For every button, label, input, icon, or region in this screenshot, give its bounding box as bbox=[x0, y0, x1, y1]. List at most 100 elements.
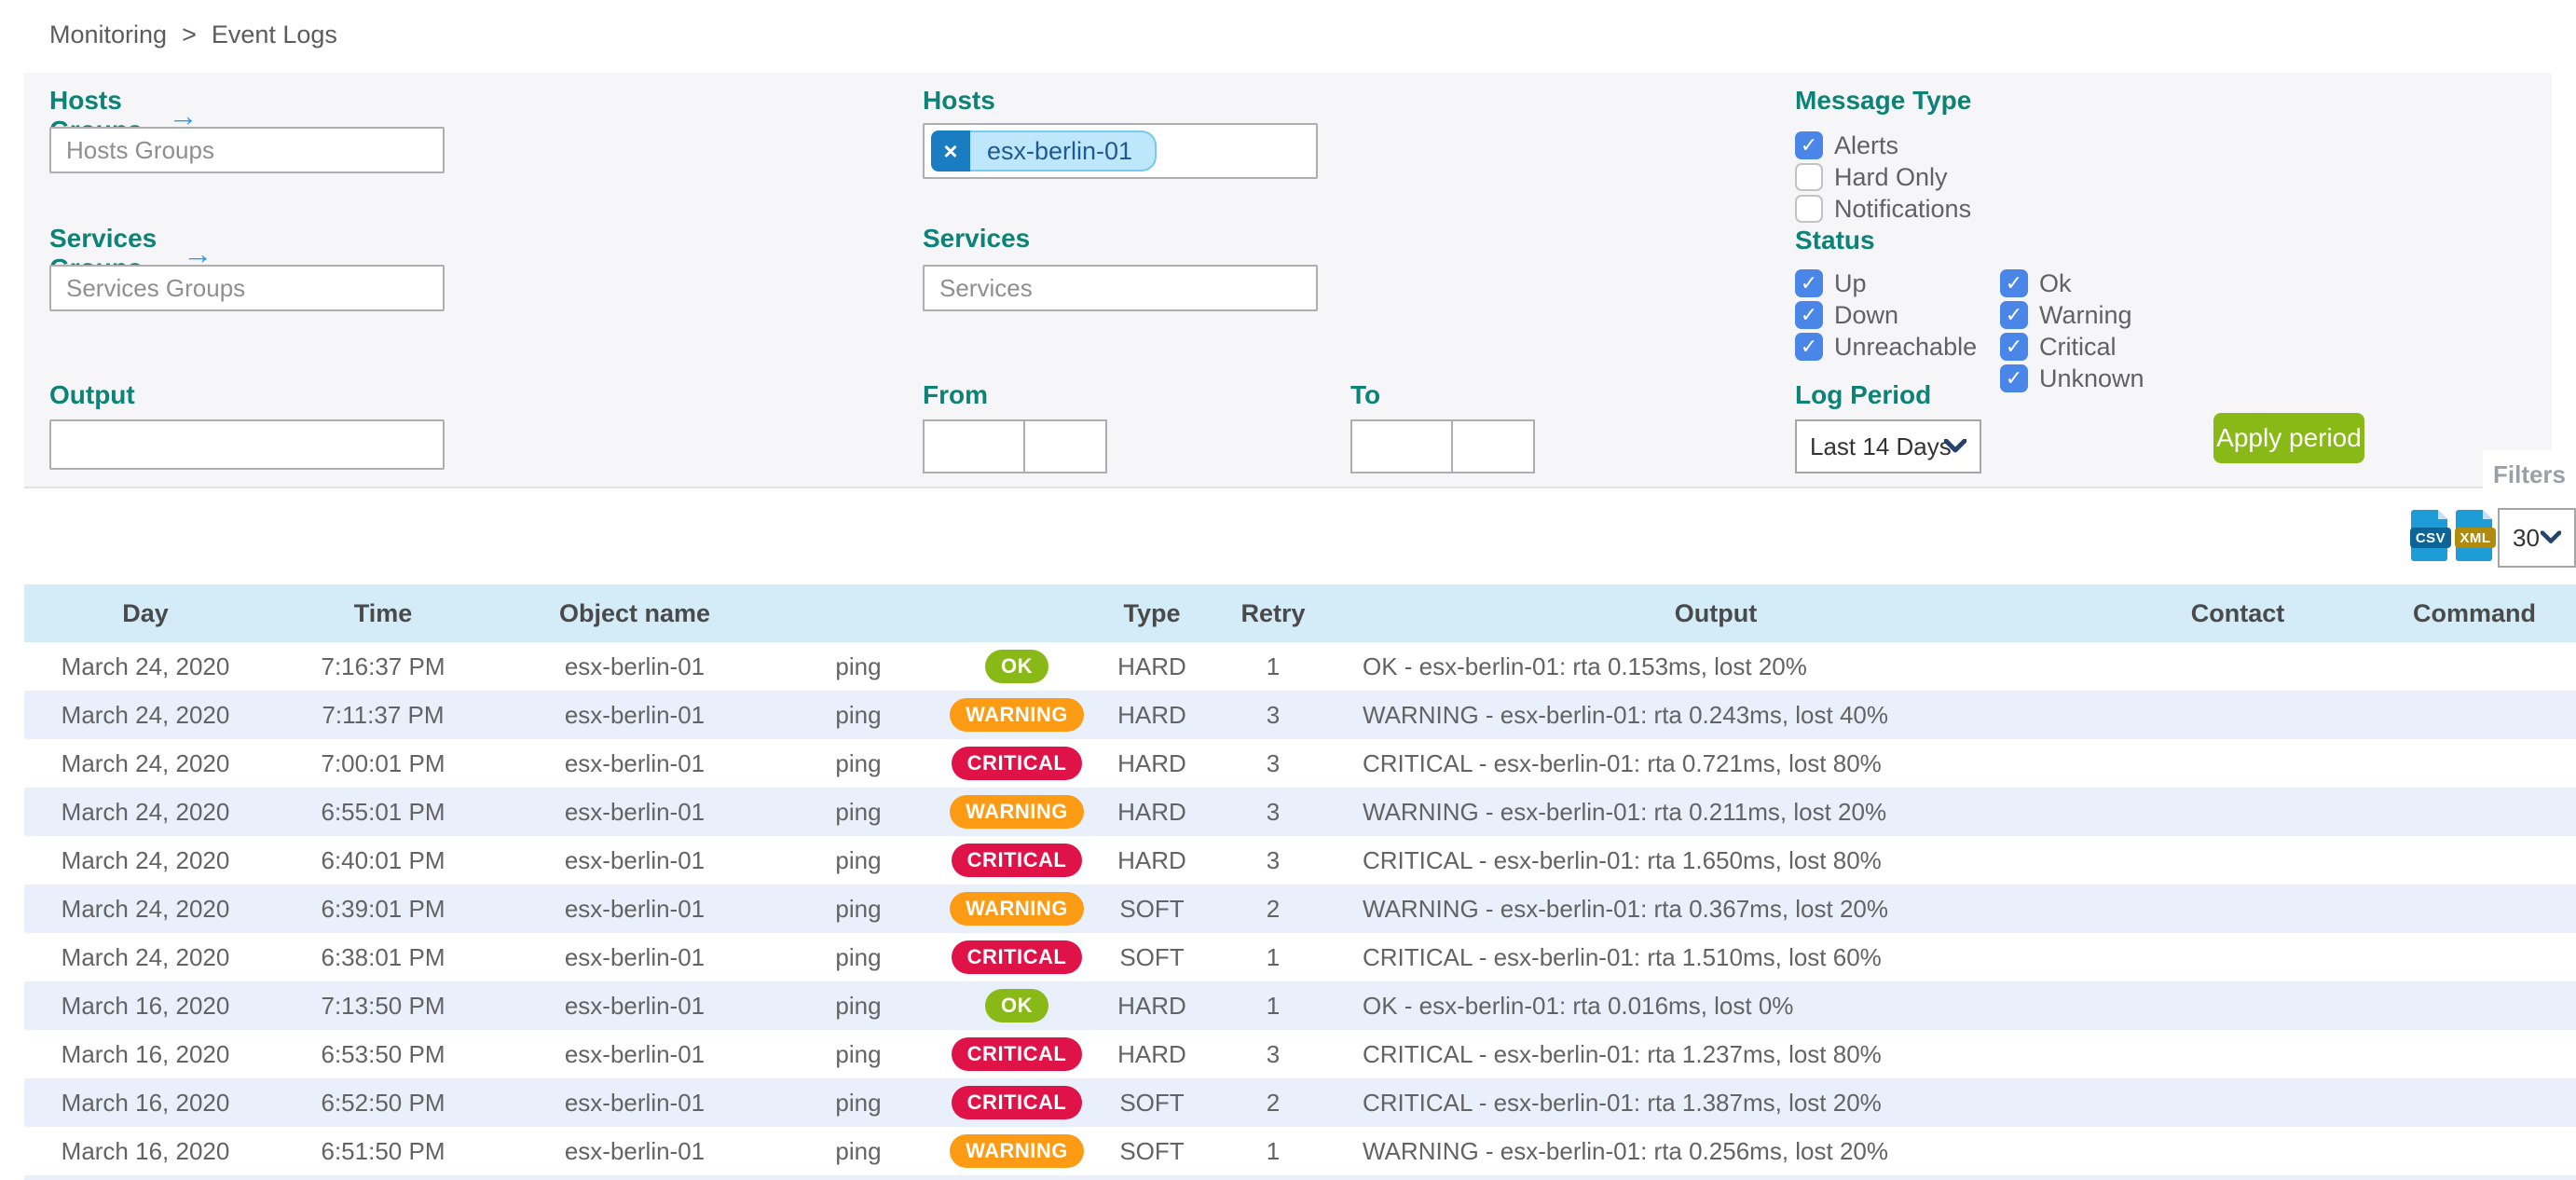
cell-contact bbox=[2103, 933, 2373, 981]
status-group-service: ✓ Ok ✓ Warning ✓ Critical ✓ Unknown bbox=[2000, 268, 2144, 395]
export-csv-button[interactable]: CSV bbox=[2410, 508, 2451, 562]
cell-type: HARD bbox=[1117, 1039, 1186, 1068]
log-period-select[interactable]: Last 14 Days bbox=[1797, 421, 1980, 472]
cell-object-name: esx-berlin-01 bbox=[564, 700, 706, 729]
cell-type: SOFT bbox=[1119, 942, 1185, 971]
status-badge: CRITICAL bbox=[951, 1086, 1083, 1119]
checkbox-option[interactable]: ✓ Ok bbox=[2000, 268, 2144, 298]
status-group-host: ✓ Up ✓ Down ✓ Unreachable bbox=[1795, 268, 1977, 364]
cell-check-type: ping bbox=[835, 991, 882, 1020]
cell-command bbox=[2373, 691, 2576, 739]
header-type[interactable]: Type bbox=[1123, 598, 1181, 627]
header-day[interactable]: Day bbox=[122, 598, 169, 627]
status-label: Status bbox=[1795, 226, 1875, 254]
cell-day: March 24, 2020 bbox=[61, 894, 230, 923]
checkbox-option[interactable]: ✓ Unknown bbox=[2000, 364, 2144, 393]
to-time-input[interactable] bbox=[1453, 419, 1535, 473]
checkbox[interactable] bbox=[1795, 163, 1823, 191]
checkbox[interactable]: ✓ bbox=[1795, 131, 1823, 159]
checkbox-option[interactable]: ✓ Critical bbox=[2000, 332, 2144, 362]
cell-contact bbox=[2103, 1078, 2373, 1127]
cell-output: OK - esx-berlin-01: rta 0.153ms, lost 20… bbox=[1363, 652, 1807, 680]
status-badge: WARNING bbox=[950, 698, 1084, 732]
status-badge: CRITICAL bbox=[951, 940, 1083, 974]
checkbox[interactable]: ✓ bbox=[2000, 364, 2028, 392]
cell-output: OK - esx-berlin-01: rta 0.016ms, lost 0% bbox=[1363, 991, 1794, 1020]
export-xml-button[interactable]: XML bbox=[2455, 508, 2496, 562]
cell-time: 6:51:50 PM bbox=[321, 1136, 445, 1165]
cell-check-type: ping bbox=[835, 1136, 882, 1165]
cell-object-name: esx-berlin-01 bbox=[564, 1088, 706, 1117]
checkbox-option[interactable]: ✓ Up bbox=[1795, 268, 1977, 298]
arrow-right-icon[interactable]: → bbox=[168, 98, 199, 132]
cell-retry: 3 bbox=[1266, 748, 1281, 777]
checkbox-option[interactable]: ✓ Alerts bbox=[1795, 130, 1971, 160]
header-retry[interactable]: Retry bbox=[1240, 598, 1306, 627]
chip-label: esx-berlin-01 bbox=[970, 130, 1158, 172]
checkbox[interactable]: ✓ bbox=[2000, 333, 2028, 361]
header-contact[interactable]: Contact bbox=[2190, 598, 2285, 627]
cell-type: HARD bbox=[1117, 748, 1186, 777]
table-header: Day Time Object name Type Retry Output C… bbox=[24, 584, 2576, 642]
output-input[interactable] bbox=[49, 419, 445, 470]
arrow-right-icon[interactable]: → bbox=[183, 236, 213, 270]
services-groups-input[interactable] bbox=[49, 265, 445, 311]
hosts-input[interactable]: × esx-berlin-01 bbox=[923, 123, 1318, 179]
breadcrumb-separator: > bbox=[182, 21, 197, 48]
page-size-select-wrap: 30 bbox=[2498, 508, 2576, 568]
services-input[interactable] bbox=[923, 265, 1318, 311]
header-status bbox=[947, 584, 1087, 642]
chip-remove-button[interactable]: × bbox=[931, 130, 970, 172]
checkbox[interactable]: ✓ bbox=[1795, 333, 1823, 361]
breadcrumb-item-event-logs[interactable]: Event Logs bbox=[211, 21, 337, 48]
checkbox[interactable]: ✓ bbox=[1795, 301, 1823, 329]
header-command[interactable]: Command bbox=[2412, 598, 2536, 627]
output-label: Output bbox=[49, 380, 135, 409]
cell-time: 6:53:50 PM bbox=[321, 1039, 445, 1068]
checkbox[interactable]: ✓ bbox=[2000, 269, 2028, 297]
check-icon: ✓ bbox=[1800, 271, 1818, 295]
checkbox[interactable] bbox=[1795, 195, 1823, 223]
cell-check-type: ping bbox=[835, 845, 882, 874]
breadcrumb: Monitoring > Event Logs bbox=[49, 21, 337, 49]
breadcrumb-item-monitoring[interactable]: Monitoring bbox=[49, 21, 168, 48]
checkbox-option[interactable]: ✓ Down bbox=[1795, 300, 1977, 330]
cell-output: CRITICAL - esx-berlin-01: rta 0.721ms, l… bbox=[1363, 748, 1882, 777]
cell-retry: 3 bbox=[1266, 797, 1281, 826]
checkbox-option[interactable]: ✓ Warning bbox=[2000, 300, 2144, 330]
page-size-select[interactable]: 30 bbox=[2500, 510, 2574, 566]
cell-output: CRITICAL - esx-berlin-01: rta 1.650ms, l… bbox=[1363, 845, 1882, 874]
checkbox-label: Up bbox=[1834, 268, 1867, 297]
cell-check-type: ping bbox=[835, 700, 882, 729]
cell-day: March 24, 2020 bbox=[61, 748, 230, 777]
checkbox[interactable]: ✓ bbox=[2000, 301, 2028, 329]
apply-period-button[interactable]: Apply period bbox=[2213, 413, 2364, 463]
header-time[interactable]: Time bbox=[353, 598, 413, 627]
cell-status: WARNING bbox=[947, 1127, 1087, 1175]
hosts-groups-input[interactable] bbox=[49, 127, 445, 173]
from-date-input[interactable] bbox=[923, 419, 1025, 473]
table-row: March 24, 2020 7:00:01 PM esx-berlin-01 … bbox=[24, 739, 2576, 788]
filters-collapse-tab[interactable]: Filters bbox=[2483, 450, 2576, 499]
status-badge: CRITICAL bbox=[951, 1037, 1083, 1071]
cell-contact bbox=[2103, 788, 2373, 836]
cell-contact bbox=[2103, 642, 2373, 691]
checkbox-option[interactable]: ✓ Unreachable bbox=[1795, 332, 1977, 362]
log-period-label: Log Period bbox=[1795, 380, 1932, 409]
from-time-input[interactable] bbox=[1025, 419, 1107, 473]
header-output[interactable]: Output bbox=[1674, 598, 1758, 627]
cell-output: CRITICAL - esx-berlin-01: rta 1.387ms, l… bbox=[1363, 1088, 1882, 1117]
cell-check-type: ping bbox=[835, 652, 882, 680]
header-check-type bbox=[770, 584, 947, 642]
cell-status: CRITICAL bbox=[947, 836, 1087, 885]
cell-time: 6:55:01 PM bbox=[321, 797, 445, 826]
checkbox-label: Critical bbox=[2039, 332, 2117, 361]
table-row: March 24, 2020 6:39:01 PM esx-berlin-01 … bbox=[24, 885, 2576, 933]
cell-type: HARD bbox=[1117, 700, 1186, 729]
to-date-input[interactable] bbox=[1350, 419, 1453, 473]
checkbox[interactable]: ✓ bbox=[1795, 269, 1823, 297]
checkbox-option[interactable]: Hard Only bbox=[1795, 162, 1971, 192]
cell-retry: 1 bbox=[1266, 1136, 1281, 1165]
checkbox-option[interactable]: Notifications bbox=[1795, 194, 1971, 224]
header-object-name[interactable]: Object name bbox=[558, 598, 711, 627]
